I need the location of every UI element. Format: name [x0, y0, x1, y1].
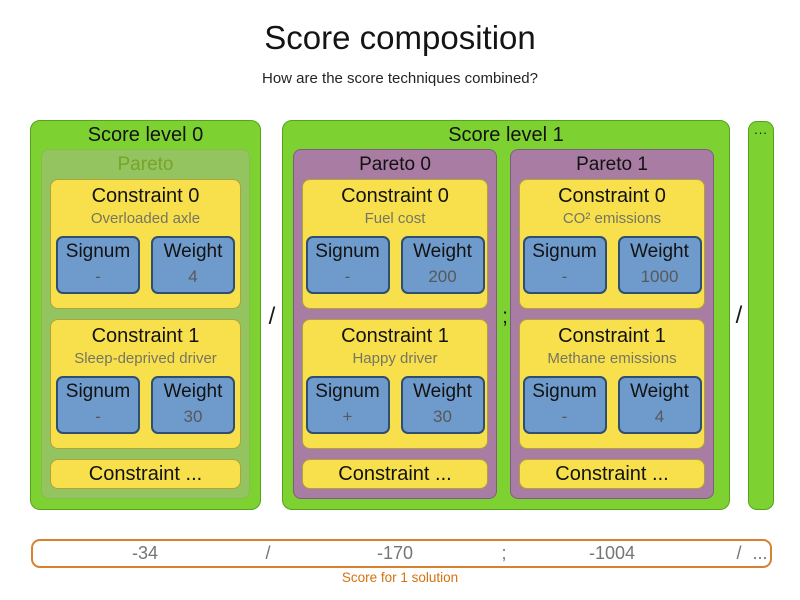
constraint-card: Constraint 1 Happy driver Signum + Weigh…	[302, 319, 488, 449]
constraint-card: Constraint 1 Methane emissions Signum - …	[519, 319, 705, 449]
weight-label: Weight	[413, 241, 472, 262]
signum-box: Signum -	[522, 236, 607, 294]
score-level-0-box: Score level 0 Pareto Constraint 0 Overlo…	[30, 120, 261, 510]
page-subtitle: How are the score techniques combined?	[262, 70, 538, 87]
pareto1-score: -1004	[588, 543, 636, 563]
signum-label: Signum	[532, 241, 597, 262]
pareto-0-box: Pareto 0 Constraint 0 Fuel cost Signum -…	[293, 149, 497, 499]
weight-value: 4	[188, 267, 198, 286]
score-separator-slash: /	[736, 543, 742, 563]
score-separator-semicolon: ;	[501, 543, 507, 563]
score-level-0-label: Score level 0	[87, 124, 204, 146]
pareto-0-label: Pareto 0	[359, 154, 431, 175]
weight-box: Weight 1000	[617, 236, 702, 294]
page-title: Score composition	[264, 19, 536, 56]
constraint-name: CO² emissions	[562, 210, 662, 227]
signum-value: -	[95, 267, 101, 286]
weight-box: Weight 4	[617, 376, 702, 434]
pareto-separator-semicolon: ;	[502, 305, 508, 328]
score-bar: -34 / -170 ; -1004 / ...	[31, 539, 772, 568]
constraint-title: Constraint 0	[91, 185, 200, 207]
signum-label: Signum	[315, 381, 380, 402]
signum-value: -	[95, 407, 101, 426]
signum-value: -	[344, 267, 351, 286]
pareto-label: Pareto	[117, 154, 174, 175]
level-separator-slash: /	[268, 303, 276, 330]
constraint-title: Constraint 0	[341, 185, 449, 207]
constraint-more-card: Constraint ...	[302, 459, 488, 489]
weight-label: Weight	[630, 241, 689, 262]
constraint-card: Constraint 0 Overloaded axle Signum - We…	[50, 179, 241, 309]
pareto-box: Pareto Constraint 0 Overloaded axle Sign…	[41, 149, 250, 499]
weight-value: 1000	[640, 267, 679, 286]
level-separator-slash: /	[735, 302, 743, 329]
signum-label: Signum	[65, 241, 131, 262]
weight-value: 30	[433, 407, 452, 426]
signum-value: +	[342, 407, 353, 426]
score-more: ...	[752, 543, 768, 563]
weight-value: 4	[654, 407, 665, 426]
constraint-more-card: Constraint ...	[519, 459, 705, 489]
signum-box: Signum +	[305, 376, 390, 434]
score-level-1-label: Score level 1	[448, 124, 564, 146]
constraint-card: Constraint 0 CO² emissions Signum - Weig…	[519, 179, 705, 309]
signum-box: Signum -	[56, 376, 140, 434]
signum-label: Signum	[65, 381, 131, 402]
signum-box: Signum -	[305, 236, 390, 294]
signum-label: Signum	[532, 381, 597, 402]
signum-value: -	[561, 267, 568, 286]
weight-label: Weight	[630, 381, 689, 402]
pareto0-score: -170	[376, 543, 414, 563]
score-caption: Score for 1 solution	[341, 570, 459, 585]
more-levels-strip: ...	[748, 121, 774, 510]
constraint-title: Constraint 0	[558, 185, 666, 207]
signum-value: -	[561, 407, 568, 426]
signum-box: Signum -	[56, 236, 140, 294]
constraint-title: Constraint 1	[91, 325, 200, 347]
weight-box: Weight 30	[151, 376, 235, 434]
weight-label: Weight	[413, 381, 472, 402]
weight-value: 30	[183, 407, 203, 426]
pareto-1-label: Pareto 1	[576, 154, 648, 175]
weight-label: Weight	[163, 381, 223, 402]
weight-box: Weight 30	[400, 376, 485, 434]
weight-label: Weight	[163, 241, 223, 262]
weight-value: 200	[428, 267, 457, 286]
score-separator-slash: /	[265, 543, 271, 563]
constraint-more-card: Constraint ...	[50, 459, 241, 489]
signum-label: Signum	[315, 241, 380, 262]
constraint-title: Constraint 1	[558, 325, 666, 347]
pareto-1-box: Pareto 1 Constraint 0 CO² emissions Sign…	[510, 149, 714, 499]
constraint-card: Constraint 1 Sleep-deprived driver Signu…	[50, 319, 241, 449]
weight-box: Weight 4	[151, 236, 235, 294]
score-level-1-box: Score level 1 Pareto 0 Constraint 0 Fuel…	[282, 120, 730, 510]
constraint-title: Constraint 1	[341, 325, 449, 347]
constraint-name: Overloaded axle	[90, 210, 201, 227]
constraint-name: Methane emissions	[547, 350, 677, 367]
signum-box: Signum -	[522, 376, 607, 434]
constraint-name: Sleep-deprived driver	[74, 350, 217, 367]
constraint-card: Constraint 0 Fuel cost Signum - Weight 2…	[302, 179, 488, 309]
constraint-name: Fuel cost	[364, 210, 426, 227]
constraint-name: Happy driver	[352, 350, 438, 367]
level0-score: -34	[131, 543, 159, 563]
weight-box: Weight 200	[400, 236, 485, 294]
